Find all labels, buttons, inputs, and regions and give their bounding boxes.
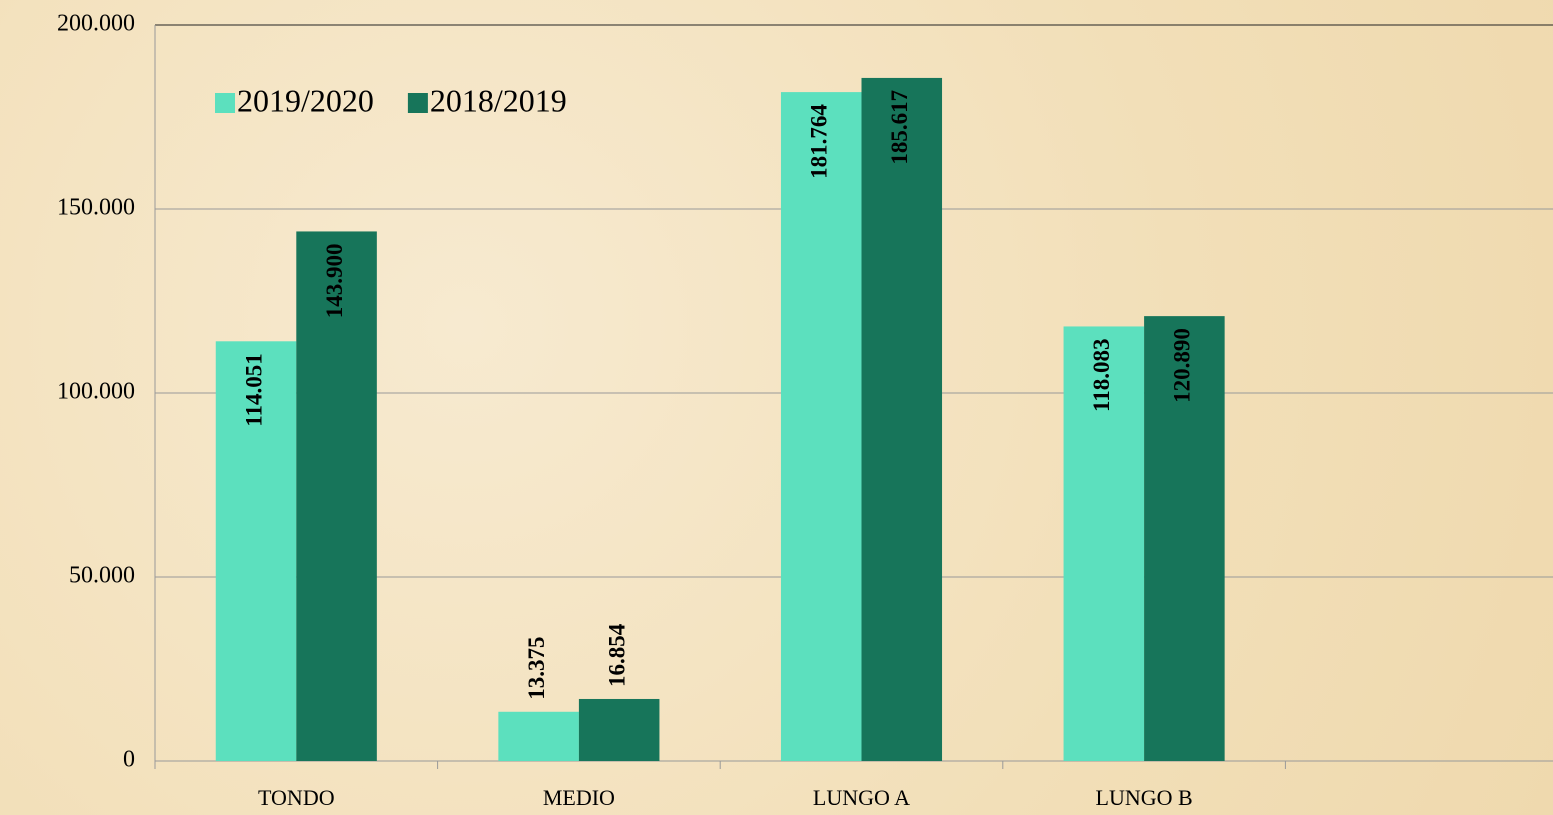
- legend-label: 2019/2020: [237, 82, 374, 118]
- y-tick-label: 0: [123, 747, 135, 773]
- x-tick-label: TONDO: [258, 785, 335, 810]
- legend-swatch: [407, 93, 428, 113]
- value-label: 16.854: [604, 623, 629, 687]
- bar: [498, 711, 579, 761]
- x-tick-label: LUNGO B: [1096, 785, 1193, 810]
- y-tick-label: 150.000: [57, 195, 135, 221]
- bar: [215, 341, 297, 761]
- value-label: 13.375: [524, 637, 549, 700]
- value-label: 185.617: [887, 90, 912, 165]
- x-tick-label: MEDIO: [543, 785, 615, 810]
- value-label: 118.083: [1089, 338, 1114, 411]
- bar: [780, 92, 862, 762]
- value-label: 120.890: [1170, 328, 1195, 403]
- bar: [1063, 326, 1145, 761]
- value-label: 114.051: [241, 353, 266, 426]
- legend-swatch: [215, 93, 235, 113]
- y-tick-label: 100.000: [57, 379, 135, 405]
- bar: [861, 77, 943, 761]
- y-tick-label: 50.000: [69, 563, 135, 589]
- value-label: 143.900: [322, 243, 347, 318]
- y-tick-label: 200.000: [57, 11, 135, 37]
- bar: [1144, 316, 1225, 761]
- x-tick-label: LUNGO A: [813, 785, 910, 810]
- bar: [578, 698, 660, 761]
- bar: [296, 231, 377, 761]
- value-label: 181.764: [807, 104, 832, 179]
- legend-label: 2018/2019: [430, 82, 567, 118]
